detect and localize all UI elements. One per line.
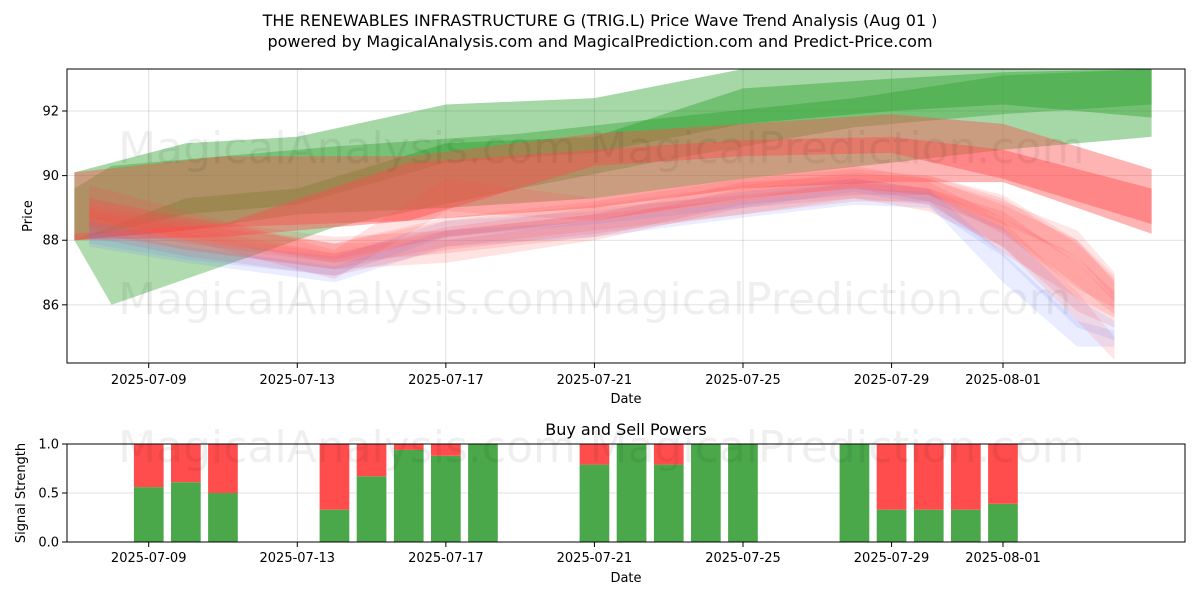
buy-power-bar — [876, 509, 907, 542]
watermark-mid-right: MagicalPrediction.com — [577, 274, 1072, 325]
watermark-top-right: MagicalPrediction.com — [590, 123, 1085, 174]
buy-power-bar — [951, 509, 981, 542]
signal-y-tick-label: 0.0 — [38, 536, 59, 551]
sell-power-bar — [208, 444, 238, 493]
price-band-red-6 — [89, 165, 1115, 315]
signal-y-tick-label: 0.5 — [38, 487, 59, 502]
signal-x-tick-label: 2025-08-01 — [965, 551, 1041, 566]
price-x-tick-label: 2025-07-25 — [705, 373, 781, 388]
price-band-green-0 — [74, 69, 1152, 305]
buy-power-bar — [691, 444, 721, 542]
sell-power-bar — [988, 444, 1018, 504]
price-y-tick-label: 88 — [42, 234, 59, 249]
price-bands — [74, 69, 1152, 360]
sell-power-bar — [356, 444, 387, 477]
sell-power-bar — [171, 444, 201, 483]
signal-x-tick-label: 2025-07-25 — [705, 551, 781, 566]
signal-chart-title: Buy and Sell Powers — [545, 420, 707, 439]
watermark-bottom-left: MagicalAnalysis.com — [118, 422, 576, 473]
price-band-red-8 — [89, 175, 1115, 309]
price-band-red-12 — [89, 182, 1115, 360]
signal-y-axis-label: Signal Strength — [14, 443, 29, 543]
price-band-blue-10 — [89, 188, 1115, 341]
buy-power-bar — [616, 444, 647, 542]
signal-panel: Buy and Sell Powers MagicalAnalysis.com … — [14, 420, 1186, 586]
signal-x-tick-label: 2025-07-17 — [408, 551, 484, 566]
price-band-green-2 — [74, 69, 1152, 241]
signal-y-ticks: 0.0 0.5 1.0 — [38, 438, 67, 551]
sell-power-bar — [951, 444, 981, 510]
sell-power-bar — [393, 444, 424, 450]
buy-power-bar — [579, 464, 610, 542]
sell-power-bar — [431, 444, 461, 456]
buy-power-bar — [839, 444, 870, 542]
price-x-tick-label: 2025-07-29 — [854, 373, 930, 388]
buy-power-bar — [913, 509, 944, 542]
buy-power-bar — [319, 509, 350, 542]
sell-power-bar — [913, 444, 944, 510]
buy-power-bar — [431, 455, 461, 542]
price-y-tick-label: 90 — [42, 169, 59, 184]
price-x-ticks: 2025-07-09 2025-07-13 2025-07-17 2025-07-21… — [111, 363, 1041, 388]
buy-power-bar — [728, 444, 758, 542]
price-y-ticks: 86 88 90 92 — [42, 105, 67, 313]
buy-power-bar — [133, 487, 164, 542]
buy-power-bar — [988, 503, 1018, 542]
buy-power-bar — [356, 476, 387, 542]
buy-power-bar — [653, 464, 684, 542]
price-plot-frame — [66, 68, 1186, 364]
signal-x-tick-label: 2025-07-29 — [854, 551, 930, 566]
sell-power-bar — [653, 444, 684, 465]
price-y-tick-label: 92 — [42, 105, 59, 120]
chart-title-line1: THE RENEWABLES INFRASTRUCTURE G (TRIG.L)… — [262, 11, 938, 30]
signal-x-tick-label: 2025-07-13 — [260, 551, 336, 566]
buy-power-bar — [393, 449, 424, 542]
price-band-green-1 — [74, 69, 1152, 241]
signal-y-tick-label: 1.0 — [38, 438, 59, 453]
price-band-blue-9 — [89, 178, 1115, 347]
price-x-tick-label: 2025-07-09 — [111, 373, 187, 388]
sell-power-bar — [876, 444, 907, 510]
sell-power-bar — [579, 444, 610, 465]
sell-power-bar — [319, 444, 350, 510]
buy-power-bar — [468, 444, 498, 542]
chart-title-line2: powered by MagicalAnalysis.com and Magic… — [267, 32, 932, 51]
signal-x-axis-label: Date — [610, 571, 641, 586]
sell-power-bar — [133, 444, 164, 488]
price-grid — [67, 69, 1185, 363]
price-band-red-4 — [74, 136, 1152, 241]
price-band-red-3 — [74, 114, 1152, 241]
price-x-tick-label: 2025-08-01 — [965, 373, 1041, 388]
price-x-tick-label: 2025-07-21 — [557, 373, 633, 388]
price-y-tick-label: 86 — [42, 298, 59, 313]
price-x-tick-label: 2025-07-17 — [408, 373, 484, 388]
signal-bars — [133, 444, 1018, 542]
buy-power-bar — [171, 482, 201, 542]
signal-x-ticks: 2025-07-09 2025-07-13 2025-07-17 2025-07-21… — [111, 542, 1041, 566]
price-x-tick-label: 2025-07-13 — [260, 373, 336, 388]
watermark-mid-left: MagicalAnalysis.com — [118, 274, 576, 325]
watermark-top-left: MagicalAnalysis.com — [118, 123, 576, 174]
price-band-red-5 — [89, 178, 1115, 328]
price-y-axis-label: Price — [21, 200, 36, 232]
price-x-axis-label: Date — [610, 392, 641, 407]
signal-x-tick-label: 2025-07-21 — [557, 551, 633, 566]
price-band-red-7 — [89, 182, 1115, 318]
buy-power-bar — [208, 493, 238, 542]
watermark-bottom-right: MagicalPrediction.com — [590, 422, 1085, 473]
price-panel: MagicalAnalysis.com MagicalPrediction.co… — [21, 68, 1186, 407]
signal-x-tick-label: 2025-07-09 — [111, 551, 187, 566]
